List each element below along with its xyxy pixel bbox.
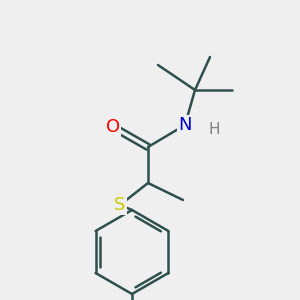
Text: S: S xyxy=(114,196,126,214)
Text: H: H xyxy=(208,122,220,137)
Text: N: N xyxy=(178,116,192,134)
Text: O: O xyxy=(106,118,120,136)
